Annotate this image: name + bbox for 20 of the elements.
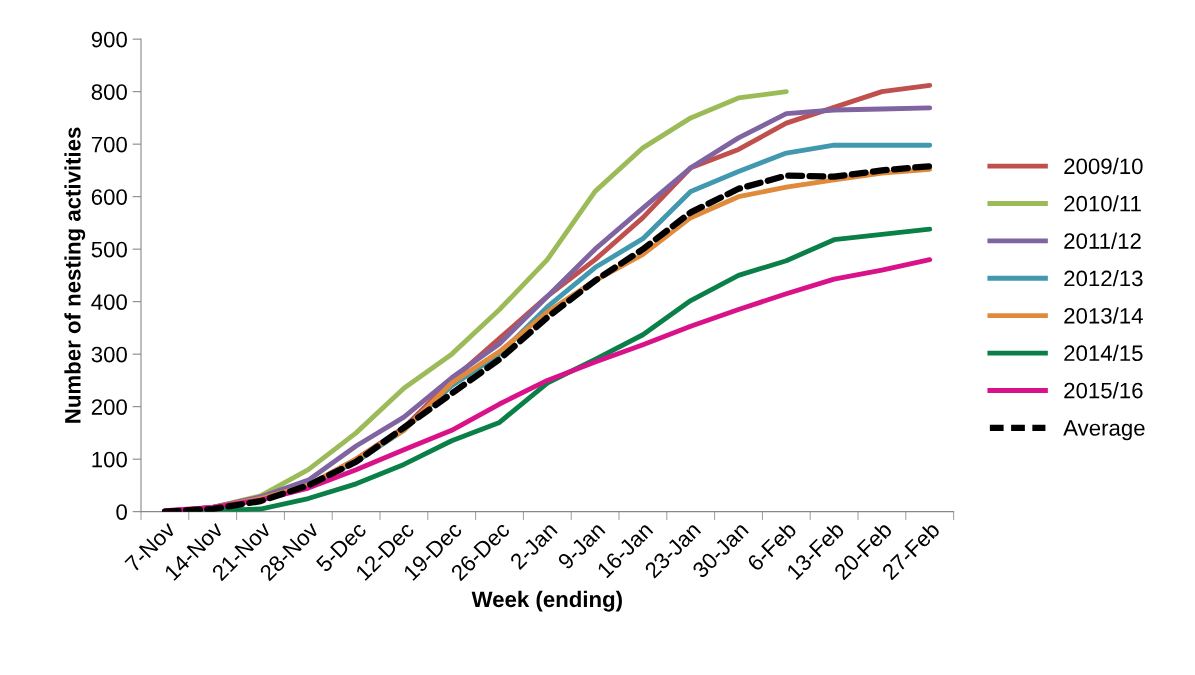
y-tick-label: 600 xyxy=(91,189,127,205)
legend-label: 2009/10 xyxy=(1064,157,1143,175)
y-tick-label: 300 xyxy=(91,346,127,363)
y-tick-label: 500 xyxy=(91,241,127,258)
legend-label: 2010/11 xyxy=(1064,195,1141,212)
y-tick-label: 700 xyxy=(91,136,127,153)
legend-label: 2014/15 xyxy=(1064,344,1143,362)
y-tick-label: 400 xyxy=(91,294,127,310)
y-tick-label: 900 xyxy=(91,31,127,48)
y-tick-label: 200 xyxy=(91,399,127,415)
legend-label: 2013/14 xyxy=(1064,307,1143,324)
y-tick-label: 800 xyxy=(91,84,127,100)
y-tick-label: 100 xyxy=(92,451,127,468)
x-axis-title: Week (ending) xyxy=(471,590,622,612)
y-tick-label: 0 xyxy=(116,504,127,520)
legend-label: 2012/13 xyxy=(1064,269,1143,287)
legend-label: 2015/16 xyxy=(1064,382,1143,399)
legend-label: 2011/12 xyxy=(1064,232,1141,249)
legend-label: Average xyxy=(1063,420,1145,441)
y-axis-title: Number of nesting activities xyxy=(64,127,86,423)
